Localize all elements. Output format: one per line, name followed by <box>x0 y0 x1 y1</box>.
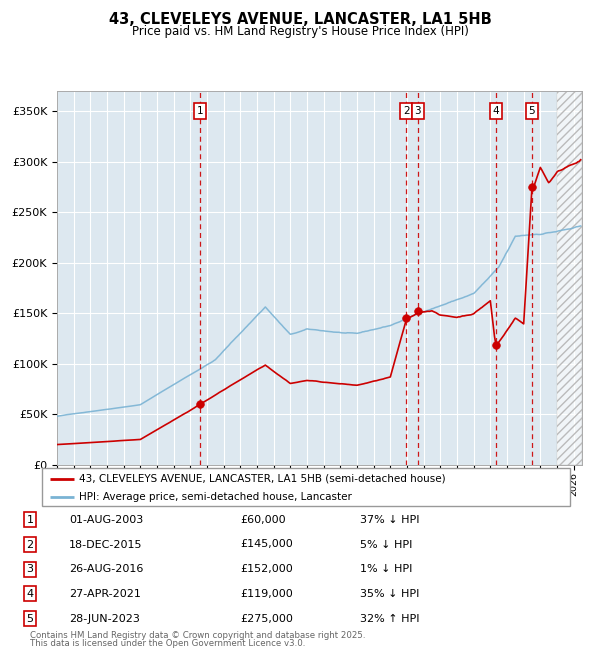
Text: 01-AUG-2003: 01-AUG-2003 <box>69 515 143 525</box>
Text: 1% ↓ HPI: 1% ↓ HPI <box>360 564 412 574</box>
Text: 4: 4 <box>26 589 34 599</box>
Text: 43, CLEVELEYS AVENUE, LANCASTER, LA1 5HB (semi-detached house): 43, CLEVELEYS AVENUE, LANCASTER, LA1 5HB… <box>79 474 446 484</box>
Text: 1: 1 <box>26 515 34 525</box>
Text: 37% ↓ HPI: 37% ↓ HPI <box>360 515 419 525</box>
Text: £119,000: £119,000 <box>240 589 293 599</box>
Text: 5% ↓ HPI: 5% ↓ HPI <box>360 540 412 549</box>
Text: 4: 4 <box>493 106 499 116</box>
Text: £60,000: £60,000 <box>240 515 286 525</box>
Text: Contains HM Land Registry data © Crown copyright and database right 2025.: Contains HM Land Registry data © Crown c… <box>30 630 365 640</box>
Text: 1: 1 <box>197 106 203 116</box>
Text: 5: 5 <box>529 106 535 116</box>
Text: 32% ↑ HPI: 32% ↑ HPI <box>360 614 419 623</box>
Text: 27-APR-2021: 27-APR-2021 <box>69 589 141 599</box>
Text: 26-AUG-2016: 26-AUG-2016 <box>69 564 143 574</box>
Text: 35% ↓ HPI: 35% ↓ HPI <box>360 589 419 599</box>
Text: 18-DEC-2015: 18-DEC-2015 <box>69 540 143 549</box>
Text: This data is licensed under the Open Government Licence v3.0.: This data is licensed under the Open Gov… <box>30 639 305 648</box>
Text: 2: 2 <box>403 106 410 116</box>
Text: 5: 5 <box>26 614 34 623</box>
Text: £145,000: £145,000 <box>240 540 293 549</box>
Text: 3: 3 <box>415 106 421 116</box>
Text: 43, CLEVELEYS AVENUE, LANCASTER, LA1 5HB: 43, CLEVELEYS AVENUE, LANCASTER, LA1 5HB <box>109 12 491 27</box>
Text: HPI: Average price, semi-detached house, Lancaster: HPI: Average price, semi-detached house,… <box>79 493 352 502</box>
Text: 2: 2 <box>26 540 34 549</box>
FancyBboxPatch shape <box>42 468 570 506</box>
Text: Price paid vs. HM Land Registry's House Price Index (HPI): Price paid vs. HM Land Registry's House … <box>131 25 469 38</box>
Text: £152,000: £152,000 <box>240 564 293 574</box>
Text: £275,000: £275,000 <box>240 614 293 623</box>
Text: 3: 3 <box>26 564 34 574</box>
Text: 28-JUN-2023: 28-JUN-2023 <box>69 614 140 623</box>
